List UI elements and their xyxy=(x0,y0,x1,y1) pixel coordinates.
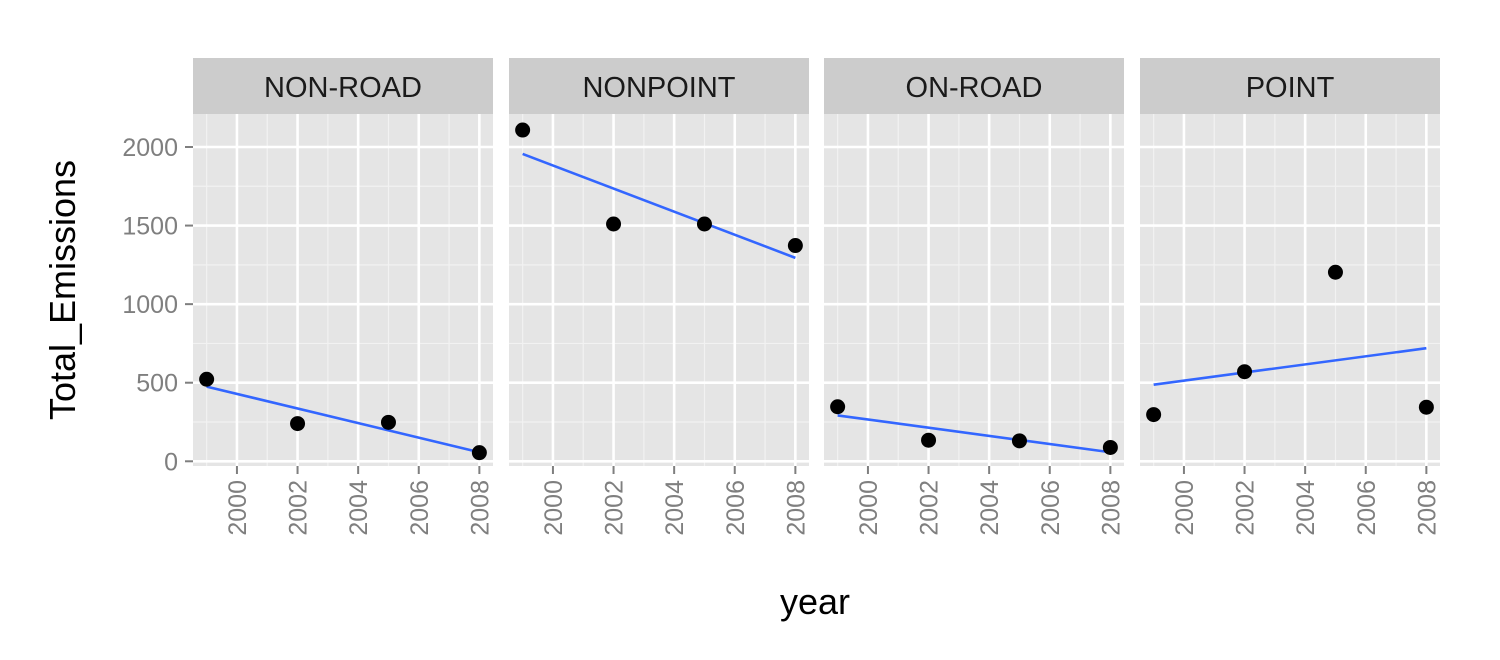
x-tick-label: 2008 xyxy=(466,480,494,536)
facet-panel-on-road: ON-ROAD 2000 2002 2004 2006 2008 xyxy=(824,58,1125,536)
x-tick-label: 2006 xyxy=(722,480,750,536)
y-tick-label: 500 xyxy=(136,370,178,398)
panel-background xyxy=(1140,114,1440,466)
facet-strip xyxy=(1140,58,1440,114)
data-point xyxy=(1237,364,1253,380)
facet-panels: NON-ROAD 2000 2002 2004 2006 2008 NONPOINT 2000… xyxy=(193,58,1441,536)
facet-panel-nonpoint: NONPOINT 2000 2002 2004 2006 2008 xyxy=(509,58,810,536)
y-tick-label: 0 xyxy=(164,448,178,476)
y-tick-label: 1500 xyxy=(122,213,178,241)
data-point xyxy=(1146,407,1162,423)
x-tick-label: 2004 xyxy=(661,480,689,536)
data-point xyxy=(606,216,622,232)
panel-background xyxy=(509,114,809,466)
x-tick-label: 2000 xyxy=(540,480,568,536)
y-tick-label: 1000 xyxy=(122,291,178,319)
panel-background xyxy=(824,114,1124,466)
data-point xyxy=(696,216,712,232)
x-tick-label: 2004 xyxy=(1292,480,1320,536)
data-point xyxy=(380,414,396,430)
facet-strip-label: ON-ROAD xyxy=(906,72,1043,104)
facet-strip xyxy=(193,58,493,114)
data-point xyxy=(515,122,531,138)
data-point xyxy=(1327,264,1343,280)
x-tick-label: 2000 xyxy=(855,480,883,536)
x-tick-label: 2006 xyxy=(406,480,434,536)
y-axis: 0 500 1000 1500 2000 xyxy=(122,134,193,476)
x-tick-label: 2008 xyxy=(1413,480,1441,536)
x-tick-label: 2000 xyxy=(224,480,252,536)
x-tick-label: 2002 xyxy=(1232,480,1260,536)
data-point xyxy=(921,432,937,448)
x-tick-label: 2000 xyxy=(1171,480,1199,536)
x-tick-label: 2002 xyxy=(601,480,629,536)
trend-line xyxy=(206,385,480,454)
facet-panel-non-road: NON-ROAD 2000 2002 2004 2006 2008 xyxy=(193,58,494,536)
facet-strip xyxy=(824,58,1124,114)
x-tick-label: 2004 xyxy=(345,480,373,536)
trend-line xyxy=(837,414,1111,454)
data-point xyxy=(787,238,803,254)
trend-line xyxy=(1153,346,1427,386)
x-tick-label: 2002 xyxy=(916,480,944,536)
x-tick-label: 2006 xyxy=(1353,480,1381,536)
x-tick-label: 2004 xyxy=(976,480,1004,536)
panel-background xyxy=(193,114,493,466)
x-axis-title: year xyxy=(780,581,850,622)
x-tick-label: 2006 xyxy=(1037,480,1065,536)
data-point xyxy=(830,399,846,415)
x-tick-label: 2002 xyxy=(285,480,313,536)
data-point xyxy=(1418,399,1434,415)
x-tick-label: 2008 xyxy=(1097,480,1125,536)
data-point xyxy=(471,445,487,461)
facet-panel-point: POINT 2000 2002 2004 2006 2008 xyxy=(1140,58,1441,536)
facet-strip-label: NONPOINT xyxy=(582,72,735,104)
facet-strip-label: NON-ROAD xyxy=(264,72,422,104)
y-tick-label: 2000 xyxy=(122,134,178,162)
trend-line xyxy=(522,152,796,260)
x-tick-label: 2008 xyxy=(782,480,810,536)
data-point xyxy=(1102,439,1118,455)
data-point xyxy=(1011,433,1027,449)
data-point xyxy=(199,371,215,387)
facet-strip-label: POINT xyxy=(1246,72,1335,104)
facet-strip xyxy=(509,58,809,114)
y-axis-title: Total_Emissions xyxy=(42,160,83,420)
data-point xyxy=(290,416,306,432)
